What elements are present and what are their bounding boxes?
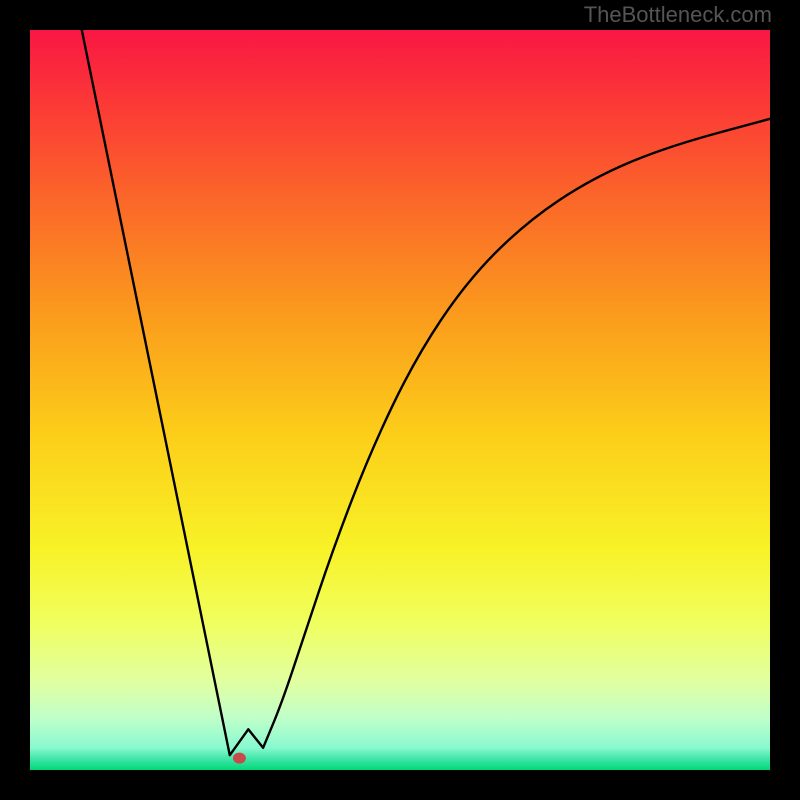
minimum-marker: [233, 753, 246, 764]
plot-background: [30, 30, 770, 770]
chart-frame: TheBottleneck.com: [0, 0, 800, 800]
watermark-text: TheBottleneck.com: [584, 2, 772, 28]
bottleneck-chart-svg: [0, 0, 800, 800]
